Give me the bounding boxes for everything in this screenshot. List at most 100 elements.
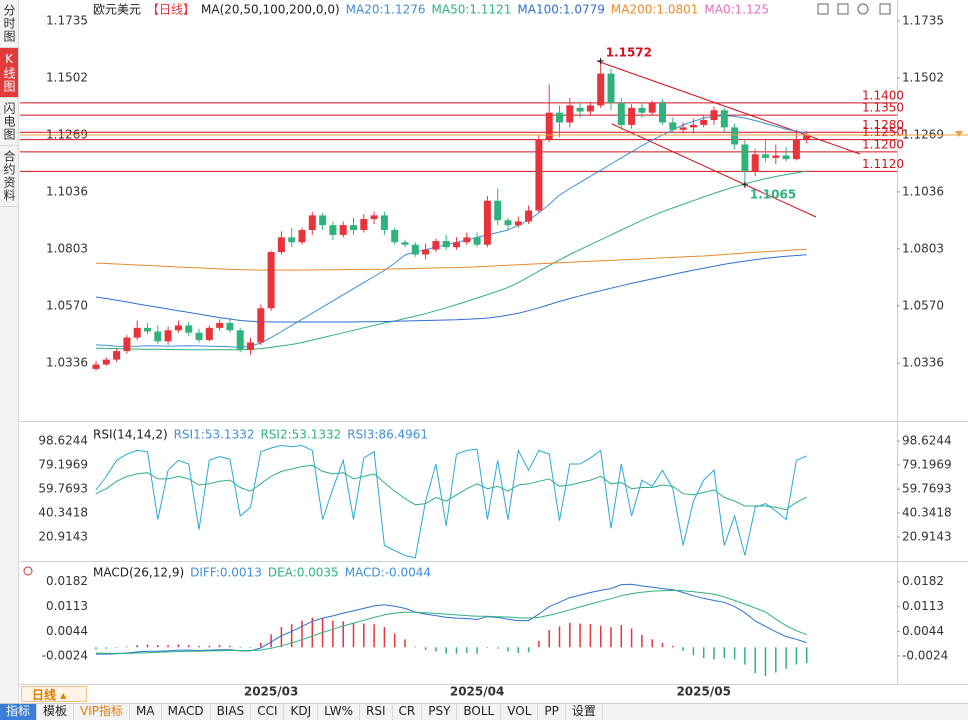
y-tick-label-right: 0.0182 xyxy=(902,574,944,588)
y-tick-label-left: 1.1735 xyxy=(46,14,88,28)
candle-body xyxy=(308,215,316,231)
candle-body xyxy=(545,112,553,140)
indicator-label: RSI3:86.4961 xyxy=(347,428,428,442)
candle-body xyxy=(700,120,708,125)
y-tick-label-right: 1.1502 xyxy=(902,70,944,84)
candle-body xyxy=(762,154,769,158)
indicator-line xyxy=(95,254,807,323)
period-button[interactable]: 日线 ▴ xyxy=(21,686,87,702)
candle-body xyxy=(586,105,594,112)
price-level-label: 1.1250 xyxy=(862,125,904,139)
icon[interactable] xyxy=(817,3,829,15)
candle-body xyxy=(360,219,368,231)
candle-body xyxy=(648,102,656,113)
candle-body xyxy=(267,252,275,309)
toolbar-tab[interactable]: BIAS xyxy=(211,704,252,720)
y-tick-label-left: 0.0113 xyxy=(46,599,88,613)
candle-body xyxy=(205,327,213,341)
indicator-label: MA20:1.1276 xyxy=(346,3,426,17)
y-tick-label-left: 59.7693 xyxy=(38,482,88,496)
indicator-line xyxy=(96,583,807,655)
candle-body xyxy=(792,139,800,160)
indicator-label: MA0:1.125 xyxy=(704,3,769,17)
candle-body xyxy=(319,215,327,226)
candle-body xyxy=(566,105,574,123)
y-tick-label-left: 0.0182 xyxy=(46,574,88,588)
candle-body xyxy=(576,107,584,112)
toolbar-tab[interactable]: VOL xyxy=(501,704,539,720)
candle-body xyxy=(154,331,162,342)
toolbar-tab[interactable]: PP xyxy=(538,704,566,720)
side-tab[interactable]: 合约资料 xyxy=(0,146,18,207)
indicator-label: RSI1:53.1332 xyxy=(174,428,255,442)
toolbar-tab[interactable]: 设置 xyxy=(566,704,603,720)
candle-body xyxy=(638,107,646,113)
indicator-label: DEA:0.0035 xyxy=(268,566,339,580)
candle-body xyxy=(483,200,491,245)
icon[interactable] xyxy=(23,566,33,576)
indicator-label: RSI(14,14,2) xyxy=(93,428,168,442)
toolbar-tab[interactable]: VIP指标 xyxy=(74,704,131,720)
indicator-label: MACD:-0.0044 xyxy=(345,566,431,580)
candle-body xyxy=(597,73,605,106)
y-tick-label-right: 1.1735 xyxy=(902,14,944,28)
toolbar-tab[interactable]: MA xyxy=(130,704,162,720)
price-level-label: 1.1200 xyxy=(862,137,904,151)
y-tick-label-right: 0.0044 xyxy=(902,624,944,638)
candle-body xyxy=(277,237,285,253)
candle-body xyxy=(442,241,450,248)
candle-body xyxy=(164,330,172,342)
candle-body xyxy=(803,134,811,140)
candle-body xyxy=(401,242,409,245)
toolbar-tab[interactable]: RSI xyxy=(360,704,393,720)
indicator-label: 【日线】 xyxy=(147,3,195,17)
toolbar-tab[interactable]: PSY xyxy=(422,704,458,720)
y-tick-label-left: 40.3418 xyxy=(38,506,88,520)
toolbar-tab[interactable]: 指标 xyxy=(0,704,38,720)
bottom-toolbar: 指标 模板 VIP指标 MA MACD BIAS CCI KDJ LW% RSI CR PSY BOLL… xyxy=(0,703,968,720)
toolbar-tab[interactable]: BOLL xyxy=(457,704,502,720)
candle-body xyxy=(195,332,203,341)
indicator-label: MA200:1.0801 xyxy=(611,3,699,17)
icon[interactable] xyxy=(857,3,869,15)
candle-body xyxy=(144,327,151,332)
y-tick-label-left: 1.0336 xyxy=(46,356,88,370)
candle-body xyxy=(679,127,687,130)
candle-body xyxy=(463,237,471,243)
candle-body xyxy=(741,144,749,172)
y-tick-label-right: -0.0024 xyxy=(902,648,948,662)
candle-body xyxy=(226,322,234,331)
indicator-label: MA100:1.0779 xyxy=(517,3,605,17)
indicator-label: 欧元美元 xyxy=(93,3,141,17)
candle-body xyxy=(782,155,790,160)
indicator-line xyxy=(95,115,807,348)
toolbar-tab[interactable]: CCI xyxy=(251,704,285,720)
y-tick-label-left: 79.1969 xyxy=(38,458,88,472)
toolbar-tab[interactable]: LW% xyxy=(318,704,360,720)
candle-body xyxy=(411,244,419,255)
candle-body xyxy=(339,225,347,235)
side-tab-active[interactable]: K线图 xyxy=(0,48,18,98)
toolbar-tab[interactable]: KDJ xyxy=(284,704,319,720)
side-tab[interactable]: 闪电图 xyxy=(0,98,18,146)
candle-body xyxy=(92,364,100,369)
icon[interactable] xyxy=(837,3,849,15)
indicator-label: MA(20,50,100,200,0,0) xyxy=(201,3,340,17)
toolbar-tab[interactable]: CR xyxy=(393,704,423,720)
toolbar-tab[interactable]: 模板 xyxy=(37,704,75,720)
candle-body xyxy=(494,200,502,221)
last-price-marker xyxy=(955,130,963,137)
candle-body xyxy=(216,322,224,328)
side-tab[interactable]: 分时图 xyxy=(0,0,18,48)
y-tick-label-right: 1.0803 xyxy=(902,241,944,255)
candle-body xyxy=(453,242,460,248)
price-level-label: 1.1280 xyxy=(862,118,904,132)
icon[interactable] xyxy=(879,3,891,15)
toolbar-tab[interactable]: MACD xyxy=(162,704,211,720)
candle-body xyxy=(751,154,759,172)
y-tick-label-right: 98.6244 xyxy=(902,434,952,448)
candle-body xyxy=(113,351,121,360)
extreme-marker xyxy=(597,57,604,64)
y-tick-label-left: 0.0044 xyxy=(46,624,88,638)
indicator-label: RSI2:53.1332 xyxy=(260,428,341,442)
